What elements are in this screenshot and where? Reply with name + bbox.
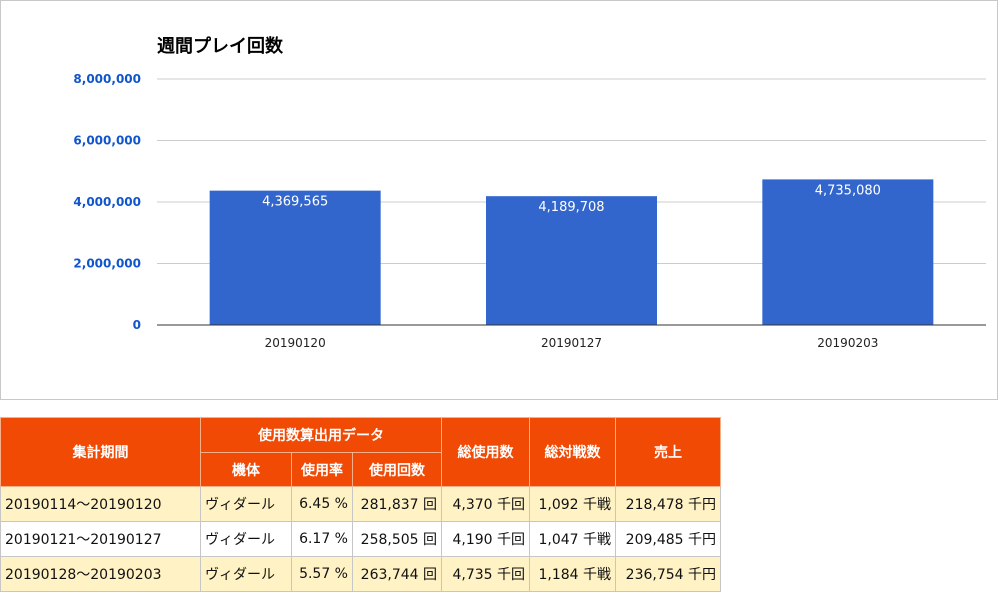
header-total-battles: 総対戦数 <box>529 417 616 487</box>
cell-model: ヴィダール <box>200 521 292 557</box>
header-period: 集計期間 <box>0 417 201 487</box>
cell-usage-rate: 5.57 % <box>291 556 353 592</box>
chart-title: 週間プレイ回数 <box>157 35 284 57</box>
cell-total-battles: 1,092 千戦 <box>529 486 616 522</box>
y-tick-label: 0 <box>133 318 141 332</box>
header-model: 機体 <box>200 452 292 487</box>
cell-usage-count: 258,505 回 <box>352 521 442 557</box>
cell-model: ヴィダール <box>200 486 292 522</box>
header-usage-count: 使用回数 <box>352 452 442 487</box>
bar-value-labels: 4,369,565 4,189,708 4,735,080 <box>262 183 881 215</box>
table-row: 20190121～20190127 ヴィダール 6.17 % 258,505 回… <box>0 521 721 557</box>
x-tick-label: 20190203 <box>817 336 878 350</box>
bar-chart: 週間プレイ回数 0 2,000,000 4,000,000 6,000,000 8,00… <box>73 35 986 350</box>
bar <box>209 190 381 325</box>
cell-period: 20190121～20190127 <box>0 521 201 557</box>
y-axis-ticks: 0 2,000,000 4,000,000 6,000,000 8,000,000 <box>73 72 141 332</box>
table-row: 20190114～20190120 ヴィダール 6.45 % 281,837 回… <box>0 486 721 522</box>
header-usage-rate: 使用率 <box>291 452 353 487</box>
table-header-row: 集計期間 使用数算出用データ 総使用数 総対戦数 売上 <box>0 417 721 487</box>
x-axis-ticks: 20190120 20190127 20190203 <box>265 336 879 350</box>
cell-total-usage: 4,190 千回 <box>441 521 530 557</box>
header-usage-data-group: 使用数算出用データ <box>200 417 442 453</box>
bar-value-label: 4,189,708 <box>538 200 604 215</box>
cell-total-battles: 1,047 千戦 <box>529 521 616 557</box>
table-row: 20190128～20190203 ヴィダール 5.57 % 263,744 回… <box>0 556 721 592</box>
cell-period: 20190114～20190120 <box>0 486 201 522</box>
cell-sales: 209,485 千円 <box>615 521 721 557</box>
y-tick-label: 8,000,000 <box>73 72 141 86</box>
cell-total-usage: 4,735 千回 <box>441 556 530 592</box>
chart-panel: 週間プレイ回数 0 2,000,000 4,000,000 6,000,000 8,00… <box>0 0 998 400</box>
y-tick-label: 2,000,000 <box>73 257 141 271</box>
bar-value-label: 4,369,565 <box>262 195 328 210</box>
bars <box>209 179 934 325</box>
cell-usage-rate: 6.45 % <box>291 486 353 522</box>
cell-period: 20190128～20190203 <box>0 556 201 592</box>
usage-stats-table: 集計期間 使用数算出用データ 総使用数 総対戦数 売上 機体 使用率 使用回数 … <box>0 417 721 592</box>
header-sales: 売上 <box>615 417 721 487</box>
bar <box>486 196 657 325</box>
cell-sales: 236,754 千円 <box>615 556 721 592</box>
cell-usage-count: 281,837 回 <box>352 486 442 522</box>
x-tick-label: 20190120 <box>265 336 326 350</box>
y-tick-label: 6,000,000 <box>73 134 141 148</box>
cell-total-battles: 1,184 千戦 <box>529 556 616 592</box>
cell-sales: 218,478 千円 <box>615 486 721 522</box>
cell-usage-rate: 6.17 % <box>291 521 353 557</box>
header-total-usage: 総使用数 <box>441 417 530 487</box>
cell-usage-count: 263,744 回 <box>352 556 442 592</box>
bar-value-label: 4,735,080 <box>815 183 881 198</box>
cell-total-usage: 4,370 千回 <box>441 486 530 522</box>
y-tick-label: 4,000,000 <box>73 195 141 209</box>
bar <box>762 179 934 325</box>
cell-model: ヴィダール <box>200 556 292 592</box>
x-tick-label: 20190127 <box>541 336 602 350</box>
